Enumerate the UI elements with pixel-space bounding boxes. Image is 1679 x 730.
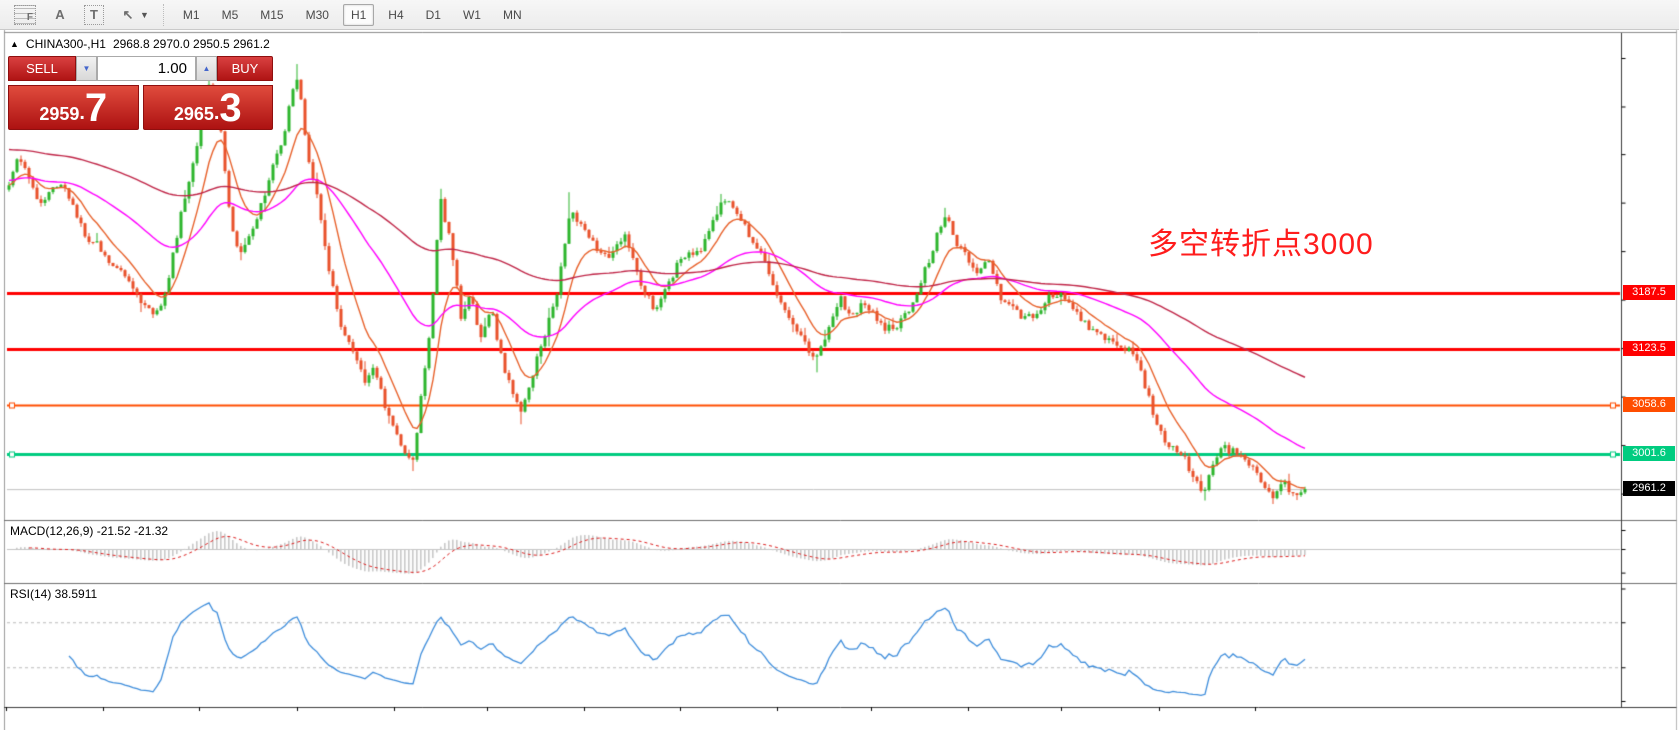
timeframe-button-w1[interactable]: W1 [462,7,481,22]
volume-decrease-button[interactable]: ▼ [76,56,97,81]
one-click-trade-panel: SELL ▼ 1.00 ▲ BUY 2959 . 7 2965 . 3 [8,56,273,130]
toolbar: F A T ↖ ▼ M1 M5 M15 M30 H1 H4 D1 W1 MN [0,0,1679,30]
timeframe-button-d1[interactable]: D1 [425,7,441,22]
timeframe-button-mn[interactable]: MN [502,7,522,22]
sell-price-main: 2959 [39,104,80,124]
price-line-tag-2961.2[interactable]: 2961.2 [1623,481,1675,497]
letter-a-icon[interactable]: A [55,7,65,22]
chart-title: ▲ CHINA300-,H1 2968.8 2970.0 2950.5 2961… [10,37,270,51]
collapse-triangle-icon[interactable]: ▲ [10,39,19,49]
rsi-label: RSI(14) 38.5911 [10,587,98,601]
symbol-period-label: CHINA300-,H1 [25,37,106,51]
price-line-tag-3123.5[interactable]: 3123.5 [1623,340,1675,356]
timeframe-group: M1 M5 M15 M30 H1 H4 D1 W1 MN [172,3,533,26]
text-label-icon[interactable]: T [84,4,104,25]
buy-price-display[interactable]: 2965 . 3 [142,85,273,130]
volume-increase-button[interactable]: ▲ [196,56,217,81]
sell-button[interactable]: SELL [8,56,76,81]
sell-price-display[interactable]: 2959 . 7 [8,85,139,130]
timeframe-button-m1[interactable]: M1 [182,7,200,22]
buy-price-dot: . [213,102,220,124]
buy-price-main: 2965 [173,104,214,124]
macd-label: MACD(12,26,9) -21.52 -21.32 [10,524,169,538]
price-line-tag-3001.6[interactable]: 3001.6 [1623,446,1675,462]
timeframe-button-m15[interactable]: M15 [260,7,284,22]
price-line-tag-3058.6[interactable]: 3058.6 [1623,396,1675,412]
sell-price-big-digit: 7 [84,86,108,130]
buy-button[interactable]: BUY [217,56,273,81]
market-watch-icon[interactable]: F [14,4,36,25]
chart-annotation-text: 多空转折点3000 [1148,228,1374,261]
chevron-down-icon[interactable]: ▼ [140,9,149,20]
sell-price-dot: . [79,102,85,124]
timeframe-button-h1[interactable]: H1 [342,3,375,26]
buy-price-big-digit: 3 [219,86,242,130]
volume-input[interactable]: 1.00 [97,56,196,81]
price-line-tag-3187.5[interactable]: 3187.5 [1623,285,1675,301]
ohlc-values: 2968.8 2970.0 2950.5 2961.2 [112,37,270,51]
cursor-objects-icon[interactable]: ↖ [122,6,134,22]
timeframe-button-m5[interactable]: M5 [221,7,239,22]
timeframe-button-h4[interactable]: H4 [388,7,404,22]
timeframe-button-m30[interactable]: M30 [305,7,329,22]
toolbar-separator [162,3,164,26]
